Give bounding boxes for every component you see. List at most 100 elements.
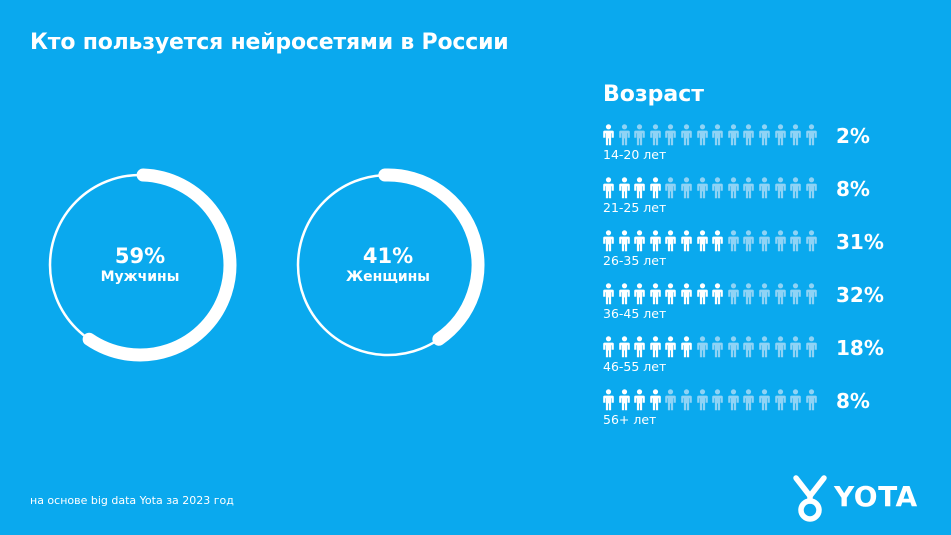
age-label: 26-35 лет <box>603 253 667 268</box>
person-icon-filled <box>665 336 677 362</box>
person-icon-empty <box>790 124 801 150</box>
ring-men-svg <box>48 168 237 362</box>
age-label: 56+ лет <box>603 412 657 427</box>
person-icon-filled <box>696 283 708 309</box>
age-heading: Возраст <box>603 82 705 107</box>
page-title: Кто пользуется нейросетями в России <box>30 30 509 55</box>
person-icon-empty <box>727 230 739 256</box>
ring-women: 41% Женщины <box>288 165 488 365</box>
person-icon-filled <box>649 177 661 203</box>
person-icon-empty <box>696 389 708 415</box>
person-icon-filled <box>696 230 708 256</box>
person-icon-empty <box>805 336 817 362</box>
age-row-21-25: 8% 21-25 лет <box>603 177 903 229</box>
person-icon-empty <box>696 124 708 150</box>
ring-women-svg <box>296 168 485 357</box>
person-icon-empty <box>805 124 817 150</box>
person-icon-filled <box>649 389 661 415</box>
person-icon-filled <box>681 230 692 256</box>
person-icon-filled <box>634 283 645 309</box>
age-label: 36-45 лет <box>603 306 667 321</box>
person-icon-empty <box>805 177 817 203</box>
person-icon-filled <box>618 336 630 362</box>
ring-women-arc <box>378 168 485 346</box>
person-icon-empty <box>712 336 723 362</box>
person-icon-empty <box>743 177 755 203</box>
person-icon-filled <box>665 283 677 309</box>
ring-men: 59% Мужчины <box>40 165 240 365</box>
person-icon-empty <box>759 336 770 362</box>
ring-men-value: 59% <box>114 244 166 268</box>
age-row-56-plus: 8% 56+ лет <box>603 389 903 441</box>
person-icon-filled <box>618 283 630 309</box>
person-icon-empty <box>759 230 770 256</box>
age-value: 2% <box>836 124 870 148</box>
yota-figure-icon <box>793 475 827 522</box>
person-icon-filled <box>603 177 614 203</box>
person-icon-filled <box>634 177 645 203</box>
person-icon-filled <box>618 177 630 203</box>
person-icon-filled <box>712 230 723 256</box>
person-icon-empty <box>743 389 755 415</box>
ring-women-center: 41% Женщины <box>288 165 488 365</box>
person-icon-empty <box>790 230 801 256</box>
person-icon-empty <box>774 177 786 203</box>
person-icon-empty <box>743 336 755 362</box>
person-icon-empty <box>665 124 677 150</box>
person-icon-empty <box>790 177 801 203</box>
person-icon-filled <box>712 283 723 309</box>
age-value: 31% <box>836 230 884 254</box>
ring-men-arc <box>82 168 237 362</box>
age-row-26-35: 31% 26-35 лет <box>603 230 903 282</box>
person-icon-empty <box>774 336 786 362</box>
person-icon-empty <box>727 389 739 415</box>
person-icon-filled <box>634 230 645 256</box>
ring-men-label: Мужчины <box>100 269 180 285</box>
age-value: 32% <box>836 283 884 307</box>
person-icon-filled <box>603 230 614 256</box>
person-icon-empty <box>805 283 817 309</box>
person-icon-empty <box>774 124 786 150</box>
person-icon-empty <box>727 283 739 309</box>
footnote: на основе big data Yota за 2023 год <box>30 494 234 507</box>
person-icon-empty <box>649 124 661 150</box>
person-icon-empty <box>743 230 755 256</box>
age-label: 46-55 лет <box>603 359 667 374</box>
ring-women-value: 41% <box>362 244 414 268</box>
person-icon-empty <box>712 177 723 203</box>
person-icon-empty <box>774 389 786 415</box>
person-icon-empty <box>634 124 645 150</box>
person-icon-filled <box>603 389 614 415</box>
person-icon-empty <box>743 124 755 150</box>
person-icon-empty <box>759 283 770 309</box>
person-icon-empty <box>759 389 770 415</box>
person-icon-filled <box>649 336 661 362</box>
person-icon-empty <box>774 283 786 309</box>
age-row-36-45: 32% 36-45 лет <box>603 283 903 335</box>
person-icon-filled <box>649 283 661 309</box>
logo-text: YOTA <box>834 480 918 513</box>
person-icon-empty <box>790 389 801 415</box>
person-icon-filled <box>649 230 661 256</box>
ring-women-label: Женщины <box>346 269 430 285</box>
person-icon-empty <box>712 124 723 150</box>
age-value: 8% <box>836 177 870 201</box>
person-icon-empty <box>759 124 770 150</box>
person-icon-empty <box>696 177 708 203</box>
age-row-14-20: 2% 14-20 лет <box>603 124 903 176</box>
person-icon-empty <box>727 177 739 203</box>
person-icon-empty <box>727 124 739 150</box>
person-icon-empty <box>618 124 630 150</box>
person-icon-empty <box>774 230 786 256</box>
age-row-46-55: 18% 46-55 лет <box>603 336 903 388</box>
person-icon-filled <box>618 230 630 256</box>
age-value: 8% <box>836 389 870 413</box>
person-icon-empty <box>681 389 692 415</box>
person-icon-empty <box>665 389 677 415</box>
person-icon-empty <box>696 336 708 362</box>
person-icon-filled <box>634 389 645 415</box>
person-icon-filled <box>681 336 692 362</box>
person-icon-filled <box>618 389 630 415</box>
ring-men-center: 59% Мужчины <box>40 165 240 365</box>
age-label: 14-20 лет <box>603 147 667 162</box>
